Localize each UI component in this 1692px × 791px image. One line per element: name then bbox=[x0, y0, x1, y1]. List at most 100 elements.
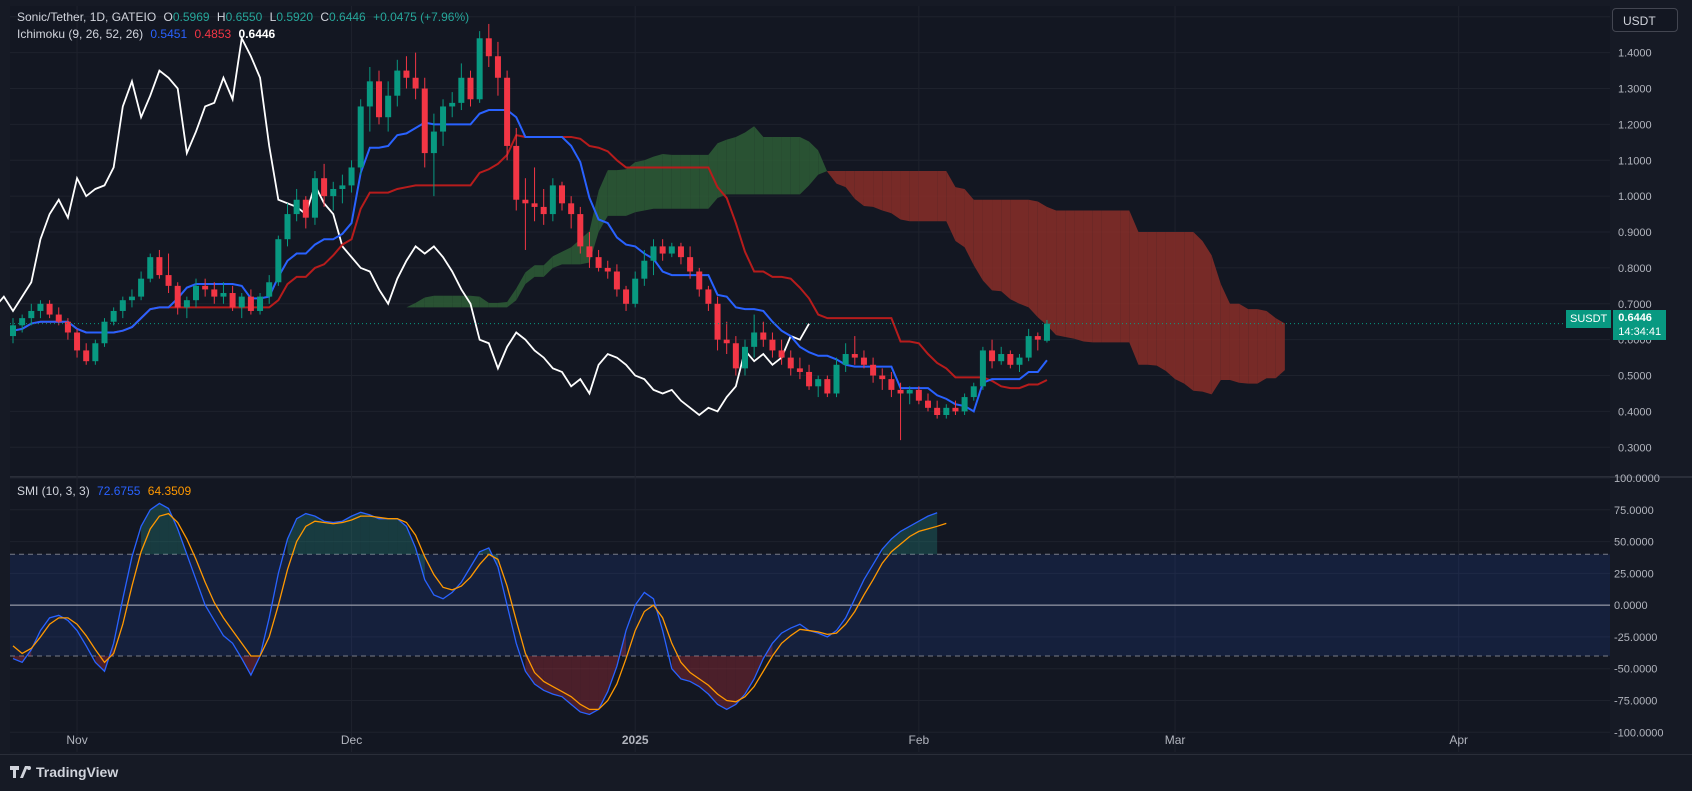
candle-body-up bbox=[119, 300, 126, 311]
candle-body-down bbox=[659, 246, 666, 254]
candle-body-up bbox=[641, 260, 648, 279]
cloud-segment-bearish bbox=[928, 171, 938, 222]
ichimoku-chikou-line bbox=[0, 35, 810, 417]
candle-body-down bbox=[760, 332, 767, 340]
smi-overbought-fill bbox=[360, 512, 370, 555]
cloud-segment-bullish bbox=[507, 288, 517, 308]
cloud-segment-bearish bbox=[937, 171, 947, 222]
cloud-segment-bullish bbox=[717, 139, 727, 198]
candle-body-up bbox=[1025, 336, 1032, 358]
candle-body-down bbox=[83, 350, 90, 362]
smi-label[interactable]: SMI (10, 3, 3) bbox=[17, 484, 90, 498]
candle-body-down bbox=[687, 257, 694, 272]
candle-body-down bbox=[46, 303, 53, 315]
cloud-segment-bearish bbox=[836, 171, 846, 188]
tradingview-logo[interactable]: TradingView bbox=[10, 764, 118, 780]
currency-selector-button[interactable]: USDT bbox=[1612, 8, 1678, 32]
candle-body-down bbox=[915, 389, 922, 401]
candle-body-down bbox=[540, 206, 547, 215]
cloud-segment-bullish bbox=[799, 136, 810, 195]
cloud-segment-bullish bbox=[406, 302, 416, 308]
candle-body-down bbox=[732, 343, 739, 369]
price-axis-panel bbox=[1610, 0, 1692, 754]
cloud-segment-bullish bbox=[790, 136, 800, 195]
time-tick-label: Mar bbox=[1165, 733, 1186, 747]
candle-body-down bbox=[595, 257, 602, 268]
candle-body-up bbox=[476, 38, 483, 100]
cloud-segment-bearish bbox=[992, 199, 1002, 292]
cloud-segment-bullish bbox=[452, 295, 462, 308]
smi-oversold-fill bbox=[525, 656, 535, 684]
candle-body-up bbox=[110, 310, 117, 322]
cloud-segment-bearish bbox=[1037, 201, 1047, 326]
price-tick-label: 0.8000 bbox=[1618, 263, 1652, 275]
price-tag-countdown: 14:34:41 bbox=[1618, 325, 1662, 338]
candle-body-down bbox=[202, 285, 209, 290]
candle-body-down bbox=[302, 199, 309, 218]
cloud-segment-bullish bbox=[699, 154, 709, 209]
cloud-segment-bearish bbox=[1120, 210, 1130, 343]
high-label: H bbox=[216, 10, 226, 24]
smi-tick-label: 25.0000 bbox=[1614, 568, 1654, 580]
cloud-segment-bullish bbox=[488, 302, 498, 308]
candle-body-down bbox=[851, 354, 858, 358]
candle-body-down bbox=[247, 296, 254, 311]
smi-overbought-fill bbox=[159, 503, 169, 555]
candle-body-up bbox=[348, 167, 355, 186]
price-tick-label: 1.3000 bbox=[1618, 84, 1652, 96]
smi-overbought-fill bbox=[388, 518, 398, 555]
candle-body-up bbox=[101, 321, 108, 344]
candle-body-down bbox=[412, 77, 419, 89]
candle-body-up bbox=[37, 303, 44, 311]
smi-oversold-fill bbox=[607, 656, 617, 692]
price-pane bbox=[10, 6, 1610, 476]
cloud-segment-bearish bbox=[982, 199, 993, 291]
candle-body-down bbox=[952, 407, 959, 412]
price-tick-label: 0.9000 bbox=[1618, 227, 1652, 239]
candle-body-down bbox=[55, 314, 62, 322]
price-tick-label: 1.1000 bbox=[1618, 155, 1652, 167]
candle-body-up bbox=[92, 343, 99, 362]
smi-oversold-fill bbox=[717, 656, 727, 710]
candle-body-down bbox=[156, 257, 163, 276]
symbol-title[interactable]: Sonic/Tether, 1D, GATEIO bbox=[17, 10, 157, 24]
cloud-segment-bullish bbox=[470, 295, 480, 308]
cloud-segment-bearish bbox=[845, 171, 855, 199]
candle-body-up bbox=[128, 296, 135, 301]
cloud-segment-bullish bbox=[598, 170, 608, 233]
smi-overbought-fill bbox=[141, 509, 151, 555]
cloud-segment-bullish bbox=[379, 309, 389, 319]
candle-body-up bbox=[742, 346, 748, 369]
high-value: 0.6550 bbox=[225, 10, 263, 24]
cloud-segment-bearish bbox=[1001, 199, 1011, 300]
smi-tick-label: -50.0000 bbox=[1614, 664, 1657, 676]
candle-body-down bbox=[705, 289, 712, 304]
smi-overbought-fill bbox=[168, 508, 178, 555]
candle-body-down bbox=[623, 289, 630, 304]
cloud-segment-bearish bbox=[909, 171, 919, 222]
candle-body-up bbox=[284, 214, 291, 240]
candle-body-down bbox=[778, 350, 785, 358]
cloud-segment-bullish bbox=[754, 126, 764, 195]
candle-body-down bbox=[586, 246, 593, 258]
cloud-segment-bearish bbox=[882, 171, 892, 214]
cloud-segment-bearish bbox=[1129, 210, 1139, 365]
cloud-segment-bullish bbox=[433, 295, 444, 308]
cloud-segment-bullish bbox=[626, 162, 636, 216]
candle-body-down bbox=[504, 77, 511, 146]
candle-body-down bbox=[522, 199, 529, 204]
candle-body-down bbox=[796, 368, 803, 372]
symbol-legend: Sonic/Tether, 1D, GATEIO O0.5969 H0.6550… bbox=[17, 10, 473, 24]
candle-body-up bbox=[366, 81, 373, 107]
candle-body-up bbox=[1016, 357, 1023, 365]
ichimoku-chikou-value: 0.6446 bbox=[238, 27, 276, 41]
ichimoku-label[interactable]: Ichimoku (9, 26, 52, 26) bbox=[17, 27, 144, 41]
candle-body-down bbox=[696, 271, 703, 290]
cloud-segment-bullish bbox=[671, 154, 681, 209]
candle-body-up bbox=[357, 106, 364, 168]
candle-body-down bbox=[165, 275, 172, 286]
footer-bar: TradingView bbox=[0, 754, 1692, 791]
candle-body-up bbox=[266, 282, 273, 297]
candle-body-down bbox=[879, 375, 886, 380]
